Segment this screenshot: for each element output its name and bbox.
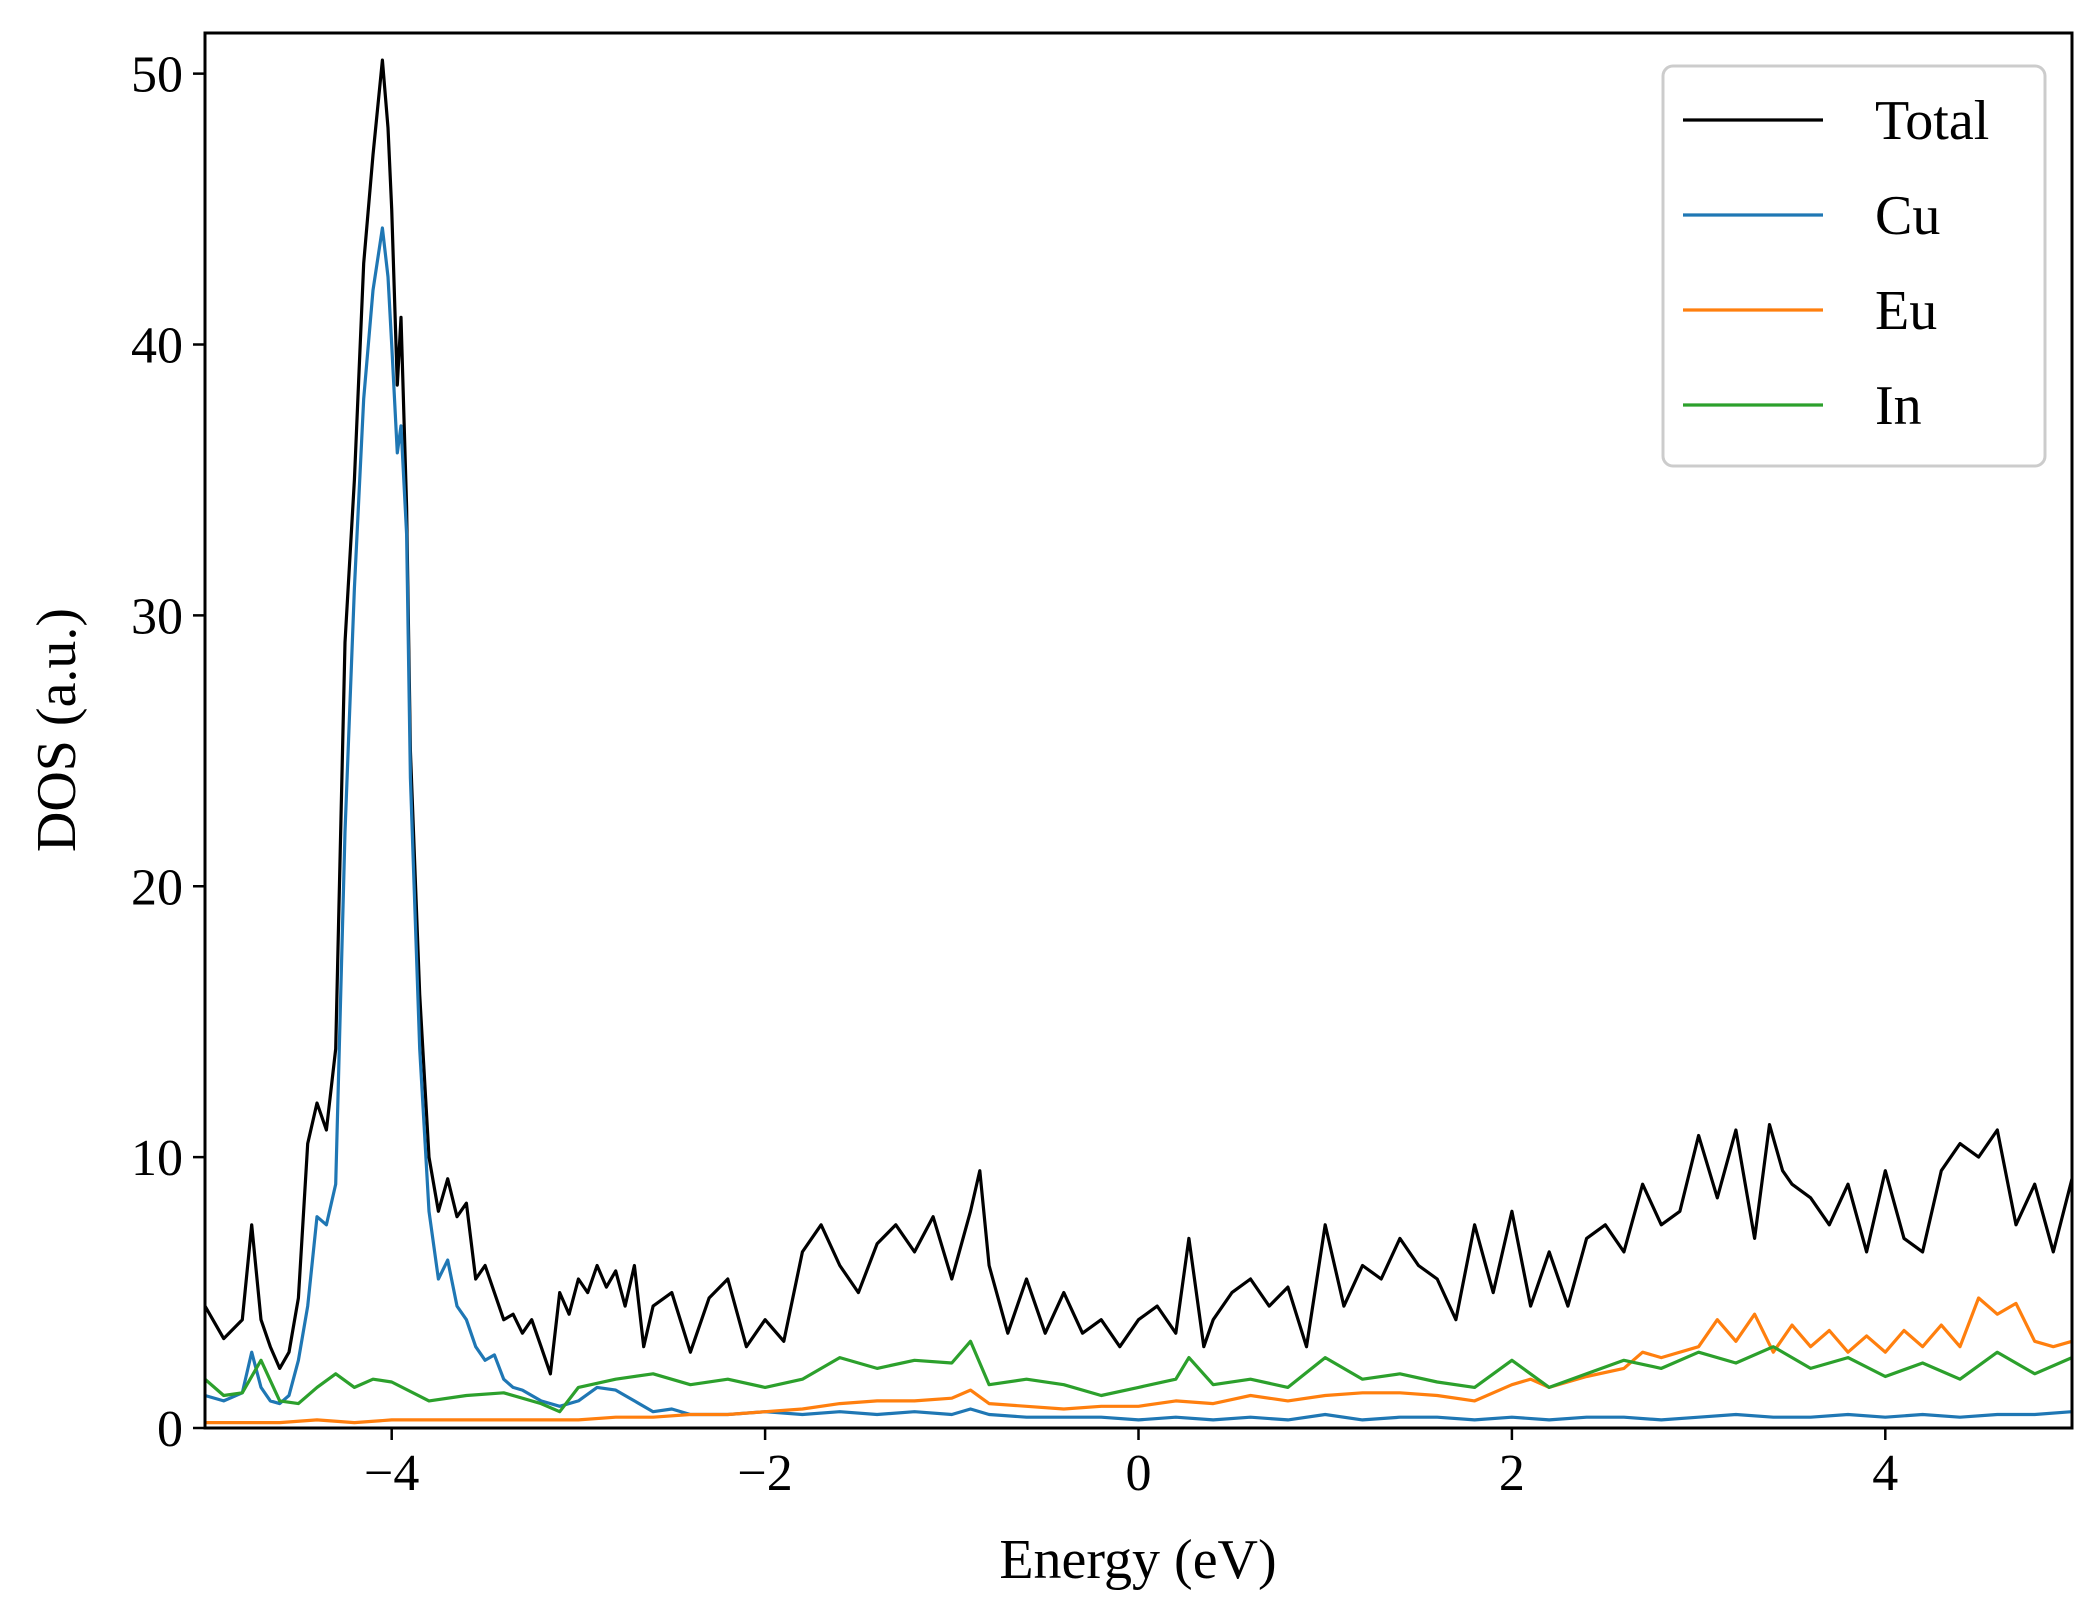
legend-frame bbox=[1661, 64, 2047, 468]
y-tick-label: 50 bbox=[131, 47, 183, 104]
x-tick-label: 4 bbox=[1872, 1445, 1898, 1502]
y-tick-label: 20 bbox=[131, 859, 183, 916]
x-axis: −4 −2 0 2 4 bbox=[364, 1428, 1898, 1502]
y-tick-label: 40 bbox=[131, 318, 183, 375]
x-tick-label: 0 bbox=[1126, 1445, 1152, 1502]
y-axis-label: DOS (a.u.) bbox=[26, 608, 88, 852]
legend-label-eu: Eu bbox=[1875, 280, 1937, 342]
x-tick-label: 2 bbox=[1499, 1445, 1525, 1502]
y-axis: 0 10 20 30 40 50 bbox=[131, 47, 205, 1458]
x-tick-label: −2 bbox=[737, 1445, 792, 1502]
legend-label-in: In bbox=[1875, 375, 1922, 437]
series-line-total bbox=[205, 58, 2072, 1376]
legend: Total Cu Eu In bbox=[1661, 64, 2047, 468]
series-layer bbox=[205, 58, 2072, 1425]
y-tick-label: 0 bbox=[157, 1401, 183, 1458]
y-tick-label: 30 bbox=[131, 588, 183, 645]
legend-items: Total Cu Eu In bbox=[1683, 90, 1989, 437]
series-line-in bbox=[205, 1339, 2072, 1414]
series-line-cu bbox=[205, 226, 2072, 1422]
y-tick-label: 10 bbox=[131, 1130, 183, 1187]
legend-label-cu: Cu bbox=[1875, 185, 1940, 247]
x-tick-label: −4 bbox=[364, 1445, 419, 1502]
series-line-eu bbox=[205, 1296, 2072, 1425]
x-axis-label: Energy (eV) bbox=[999, 1529, 1276, 1591]
legend-label-total: Total bbox=[1875, 90, 1989, 152]
